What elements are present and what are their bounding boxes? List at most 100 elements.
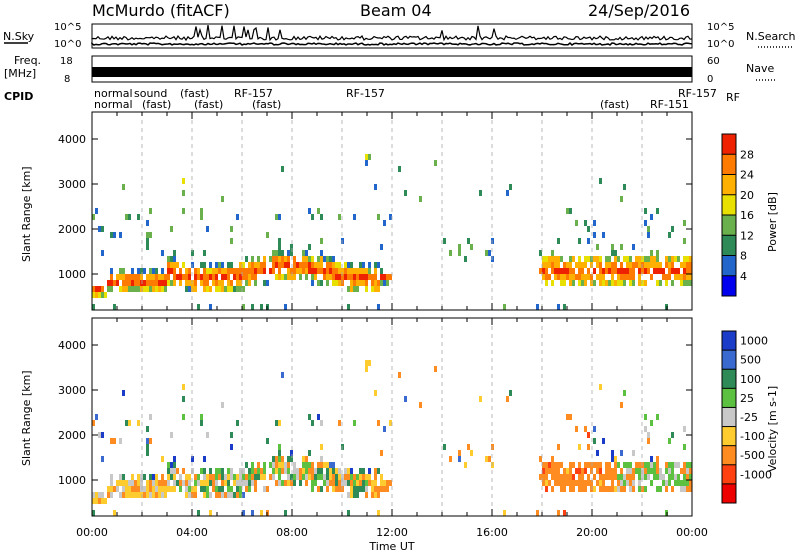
power-x-ticks (91, 112, 693, 310)
velocity-cell (125, 492, 128, 498)
velocity-cell (242, 492, 245, 498)
velocity-cell (128, 480, 131, 486)
power-cell (653, 262, 656, 268)
velocity-cell (347, 480, 350, 486)
velocity-cell (272, 468, 275, 474)
velocity-cell (284, 462, 287, 468)
power-cell (608, 268, 611, 274)
power-cell (311, 214, 314, 220)
velocity-cell (275, 480, 278, 486)
power-cell (320, 250, 323, 256)
power-cell (353, 274, 356, 280)
velocity-cell (263, 474, 266, 480)
power-cell (329, 256, 332, 262)
power-cell (230, 226, 233, 232)
power-cell (308, 262, 311, 268)
velocity-cell (404, 396, 407, 402)
power-cell (92, 214, 95, 220)
velocity-cell (227, 474, 230, 480)
power-cell (332, 268, 335, 274)
velocity-cell (233, 492, 236, 498)
power-cell (161, 250, 164, 256)
velocity-cell (650, 462, 653, 468)
velocity-cell (92, 510, 95, 516)
power-cell (326, 268, 329, 274)
velocity-cell (254, 468, 257, 474)
velocity-cell (605, 486, 608, 492)
colorbar-swatch-3 (722, 215, 736, 236)
velocity-cell (323, 480, 326, 486)
power-cell (320, 262, 323, 268)
power-cell (644, 256, 647, 262)
power-cell (686, 274, 689, 280)
velocity-cell (320, 468, 323, 474)
velocity-cell (128, 492, 131, 498)
power-cell (161, 268, 164, 274)
power-cell (578, 274, 581, 280)
power-cell (263, 256, 266, 262)
power-cell (317, 262, 320, 268)
power-cell (248, 268, 251, 274)
velocity-cell (101, 498, 104, 504)
colorbar-swatch-7 (722, 464, 736, 484)
velocity-cell (359, 474, 362, 480)
velocity-cell (689, 474, 692, 480)
velocity-cell (326, 486, 329, 492)
power-cell (329, 274, 332, 280)
power-cell (374, 184, 377, 190)
power-cell (617, 256, 620, 262)
colorbar-label-3: 16 (740, 209, 754, 222)
power-cell (233, 286, 236, 292)
power-cell (635, 256, 638, 262)
velocity-cell (254, 486, 257, 492)
power-cell (365, 286, 368, 292)
velocity-cell (341, 480, 344, 486)
power-cell (206, 274, 209, 280)
power-cell (548, 262, 551, 268)
cpid-row2-rf: RF-151 (650, 98, 689, 111)
power-cell (680, 280, 683, 286)
velocity-cell (680, 468, 683, 474)
velocity-cell (230, 432, 233, 438)
power-cell (164, 274, 167, 280)
power-cell (101, 292, 104, 298)
power-cell (377, 286, 380, 292)
velocity-cell (161, 456, 164, 462)
velocity-cell (260, 510, 263, 516)
power-cell (542, 256, 545, 262)
power-cell (587, 238, 590, 244)
velocity-cell (251, 468, 254, 474)
velocity-cell (365, 480, 368, 486)
power-cell (176, 262, 179, 268)
velocity-cell (449, 456, 452, 462)
power-cell (95, 292, 98, 298)
velocity-cell (149, 480, 152, 486)
power-cell (128, 214, 131, 220)
velocity-cell (293, 474, 296, 480)
power-cell (320, 280, 323, 286)
power-cell (263, 268, 266, 274)
power-cell (671, 268, 674, 274)
velocity-cell (206, 474, 209, 480)
velocity-cell (98, 492, 101, 498)
power-cell (551, 256, 554, 262)
power-cell (587, 256, 590, 262)
power-cell (362, 268, 365, 274)
power-cell (134, 286, 137, 292)
velocity-cell (575, 480, 578, 486)
velocity-cell (149, 414, 152, 420)
power-cell (383, 220, 386, 226)
power-cell (278, 256, 281, 262)
velocity-cell (374, 480, 377, 486)
noise-search-trace (91, 42, 693, 46)
power-cell (356, 268, 359, 274)
power-cell (632, 274, 635, 280)
noise-left-tick-top: 10^5 (54, 22, 81, 33)
velocity-cell (377, 510, 380, 516)
velocity-cell (377, 420, 380, 426)
velocity-cell (335, 480, 338, 486)
power-cell (308, 208, 311, 214)
power-cell (665, 274, 668, 280)
velocity-cell (602, 438, 605, 444)
velocity-cell (599, 384, 602, 390)
